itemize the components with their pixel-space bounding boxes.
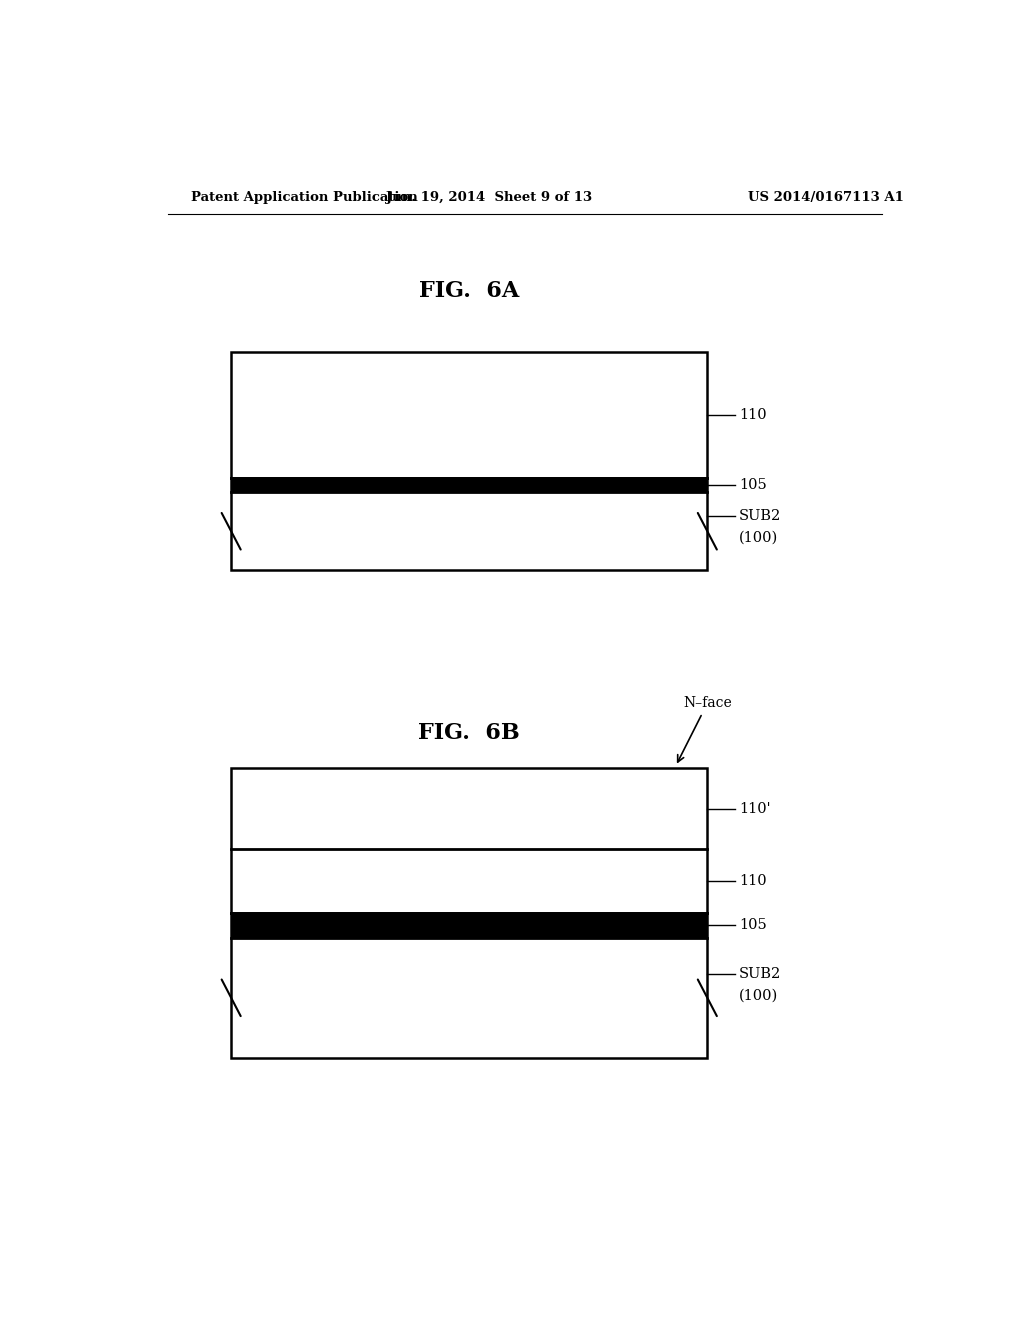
Text: Jun. 19, 2014  Sheet 9 of 13: Jun. 19, 2014 Sheet 9 of 13	[386, 191, 592, 205]
Text: US 2014/0167113 A1: US 2014/0167113 A1	[749, 191, 904, 205]
Text: 110': 110'	[739, 801, 771, 816]
Text: Patent Application Publication: Patent Application Publication	[191, 191, 418, 205]
Text: SUB2: SUB2	[739, 508, 781, 523]
Text: FIG.  6A: FIG. 6A	[419, 280, 519, 301]
Bar	[231, 913, 708, 937]
Text: N–face: N–face	[678, 697, 732, 762]
Bar	[231, 478, 708, 492]
Bar	[231, 768, 708, 1057]
Text: 105: 105	[739, 919, 767, 932]
Text: FIG.  6B: FIG. 6B	[419, 722, 520, 743]
Text: 105: 105	[739, 478, 767, 492]
Text: SUB2: SUB2	[739, 966, 781, 981]
Text: 110: 110	[739, 408, 767, 422]
Text: (100): (100)	[739, 531, 778, 545]
Bar	[231, 351, 708, 570]
Text: (100): (100)	[739, 989, 778, 1003]
Text: 110: 110	[739, 874, 767, 888]
